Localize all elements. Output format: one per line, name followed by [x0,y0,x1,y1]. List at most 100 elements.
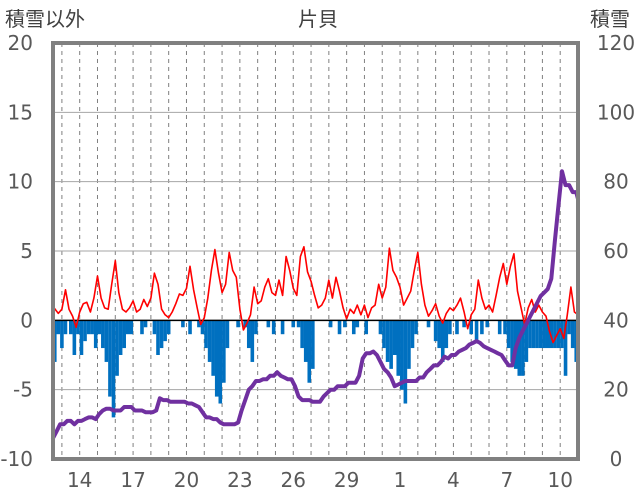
precip-bar [337,320,342,335]
precip-bar [553,320,557,349]
precip-bar [101,320,105,349]
horizontal-gridlines [53,42,578,460]
precip-bar [437,320,441,349]
precip-bar [63,320,68,335]
right-tick-label: 80 [603,170,628,194]
left-tick-label: 15 [8,100,33,124]
precip-bar [385,320,390,362]
left-tick-label: 20 [8,31,33,55]
left-tick-label: 10 [8,170,33,194]
right-axis-title: 積雪 [590,7,630,31]
x-tick-label: 4 [447,468,460,492]
precip-bar [181,320,185,328]
precip-bar [542,320,546,349]
precip-bar [243,320,248,328]
x-tick-label: 20 [174,468,199,492]
precip-bar [556,320,561,349]
precip-bar [503,320,507,335]
precip-bar [311,320,315,369]
precip-bar [254,320,258,335]
precip-bar [328,320,333,328]
temperature-line [52,246,579,344]
precip-bar [538,320,543,349]
precip-bar [188,320,192,335]
precip-bar [125,320,130,335]
precip-bar [93,320,98,349]
precip-bar [111,320,116,418]
precip-bar [90,320,94,335]
precip-bar [211,320,215,376]
precip-bar [246,320,251,349]
precip-bar [462,320,466,328]
x-tick-label: 1 [394,468,407,492]
precip-bar [389,320,393,369]
precip-bar [200,320,205,335]
precip-bar [528,320,532,349]
left-tick-label: -10 [0,447,33,471]
precip-bar [204,320,208,349]
precip-bar [56,320,61,335]
precip-bar [159,320,164,349]
precip-bar [280,320,285,335]
precip-bar [396,320,401,376]
x-tick-label: 7 [500,468,513,492]
left-axis-title: 積雪以外 [5,7,85,31]
x-tick-label: 14 [67,468,92,492]
precip-bar [469,320,474,335]
precip-bar [455,320,459,335]
precip-bar [250,320,255,362]
right-tick-label: 120 [597,31,635,55]
precip-bar [403,320,408,404]
left-tick-labels: -10 -5 0 5 10 15 20 [0,31,33,471]
precip-bar [400,320,404,390]
x-tick-label: 17 [120,468,145,492]
precip-bar [152,320,157,335]
precip-bar [271,320,276,335]
left-tick-label: 0 [20,308,33,332]
left-tick-label: 5 [20,239,33,263]
precip-bar [307,320,312,383]
precip-bar [410,320,415,349]
precip-bar [444,320,449,349]
precip-bar [570,320,575,349]
precip-bar [72,320,77,355]
precip-bar [296,320,301,328]
precip-bar [97,320,102,335]
precip-bar [355,320,360,328]
precip-bar [521,320,525,376]
precip-bar [531,320,536,349]
x-tick-label: 29 [334,468,359,492]
precip-bar [214,320,219,397]
precip-bar [218,320,223,404]
precip-bar [207,320,212,362]
chart-title: 片貝 [298,7,338,31]
snow-depth-line [51,169,580,441]
precip-bar [497,320,502,335]
precip-bar [510,320,514,362]
precip-bar [300,320,304,349]
precip-bar [378,320,383,335]
precip-bar [506,320,511,349]
precip-bar [407,320,411,369]
precip-bar [545,320,550,349]
precip-bar [351,320,356,335]
right-tick-label: 100 [597,100,635,124]
precip-bar [115,320,119,376]
precip-bar [517,320,522,376]
precip-bar [86,320,91,335]
precip-bar [485,320,490,328]
right-tick-label: 0 [610,447,623,471]
x-tick-label: 10 [547,468,572,492]
precip-bar [343,320,347,328]
precip-bar [392,320,397,355]
precip-bar [163,320,167,342]
precip-bar [524,320,529,362]
precip-bar [222,320,226,383]
precip-bar [382,320,386,349]
precip-bar [474,320,479,342]
left-tick-label: -5 [13,378,33,402]
precip-bar [60,320,64,349]
right-tick-label: 20 [603,378,628,402]
precip-bar [364,320,369,335]
precip-bar [225,320,230,349]
